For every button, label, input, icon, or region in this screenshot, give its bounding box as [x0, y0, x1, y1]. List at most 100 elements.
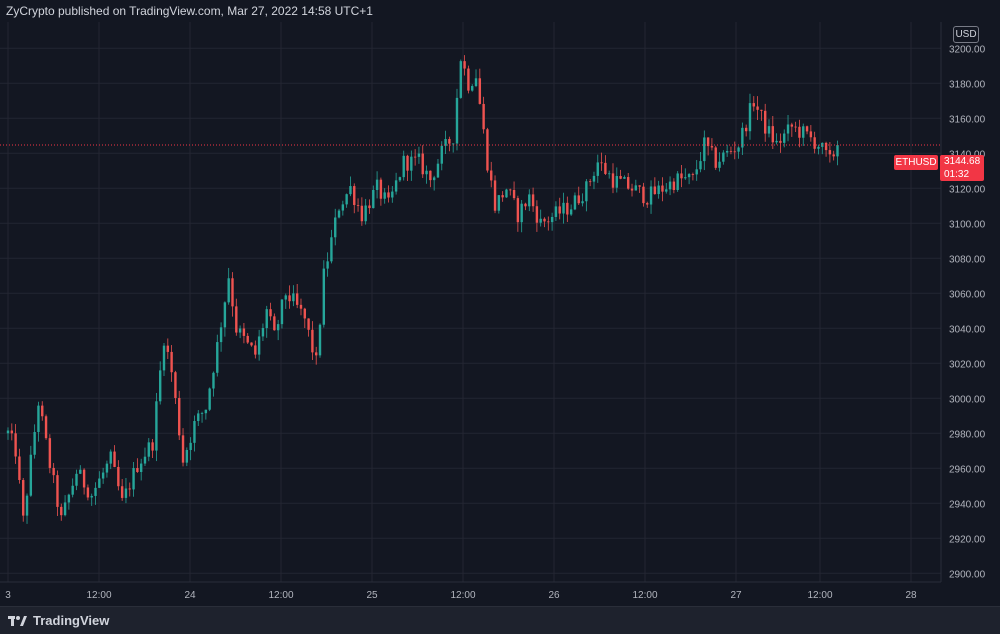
candle: [212, 371, 215, 397]
candle-body: [497, 195, 501, 211]
candle-body: [391, 191, 394, 198]
candle-body: [25, 495, 29, 516]
candle: [630, 183, 634, 197]
candle-body: [779, 140, 782, 143]
candle: [284, 293, 287, 309]
candle: [288, 285, 291, 309]
candle-body: [802, 126, 805, 138]
candle-body: [280, 299, 284, 325]
candle: [94, 482, 97, 505]
time-tick-label: 12:00: [86, 590, 111, 601]
candle-body: [642, 186, 645, 204]
time-tick-label: 26: [548, 590, 560, 601]
tradingview-logo[interactable]: TradingView: [8, 613, 109, 628]
candle: [790, 122, 794, 137]
candle-body: [406, 155, 409, 171]
candle: [615, 167, 618, 193]
candle-body: [33, 432, 36, 455]
candle-body: [440, 145, 443, 164]
candle-body: [706, 137, 710, 147]
candle-body: [794, 126, 797, 128]
candle-body: [463, 61, 466, 69]
candle-body: [60, 506, 63, 516]
candle-body: [512, 190, 516, 199]
candle: [817, 144, 820, 155]
candle: [79, 465, 82, 475]
price-chart[interactable]: 2900.00 2920.00 2940.00 2960.00 2980.00 3000.…: [0, 0, 1000, 606]
candle: [151, 438, 154, 459]
candle-body: [178, 397, 181, 436]
candle: [714, 145, 717, 170]
price-axis: 2900.00 2920.00 2940.00 2960.00 2980.00 3000.…: [949, 44, 986, 580]
candle: [18, 448, 21, 484]
candle: [794, 121, 797, 132]
candle-body: [398, 177, 402, 181]
time-tick-label: 24: [184, 590, 196, 601]
candle: [471, 84, 474, 92]
candle: [132, 462, 135, 497]
candle-body: [592, 175, 596, 182]
candle: [303, 307, 306, 329]
candle: [48, 434, 52, 474]
candle: [117, 460, 120, 491]
candle-body: [29, 454, 33, 496]
candle: [558, 197, 561, 220]
candle: [756, 96, 759, 120]
candle-body: [345, 194, 348, 205]
currency-badge[interactable]: USD: [953, 26, 979, 43]
candle-body: [124, 488, 128, 498]
candle-body: [619, 176, 622, 179]
candle: [136, 458, 139, 473]
candle: [360, 197, 364, 226]
candle-body: [162, 345, 166, 371]
candle: [379, 177, 383, 206]
candle-body: [159, 370, 162, 402]
price-tick-label: 2920.00: [949, 534, 986, 545]
candle-body: [128, 488, 131, 490]
candle-body: [197, 413, 200, 421]
candle: [695, 159, 698, 181]
time-tick-label: 12:00: [268, 590, 293, 601]
candle-body: [383, 192, 386, 199]
candle: [349, 176, 352, 197]
candle: [638, 185, 641, 193]
candle: [139, 458, 143, 481]
candle-body: [155, 401, 158, 451]
candle-body: [193, 420, 196, 443]
candle-body: [181, 435, 185, 463]
candle-body: [798, 126, 801, 138]
candle-body: [573, 195, 577, 210]
candle: [204, 409, 208, 420]
last-price-label: 3144.68 01:32: [940, 155, 984, 181]
candle-body: [315, 352, 318, 356]
candle-body: [117, 466, 120, 487]
candle-body: [14, 433, 17, 457]
candle-body: [139, 463, 143, 472]
candle: [474, 69, 478, 88]
candle-body: [90, 495, 93, 498]
candle: [33, 424, 36, 459]
candle: [52, 463, 55, 484]
candle: [619, 169, 622, 180]
candle-body: [299, 304, 303, 309]
candle: [197, 410, 200, 427]
candle: [29, 445, 33, 497]
candle-body: [547, 221, 550, 223]
candle: [337, 208, 341, 219]
candle: [60, 503, 63, 521]
candle-body: [417, 153, 421, 157]
candle: [22, 477, 25, 522]
candle: [330, 229, 333, 264]
candle-body: [471, 86, 474, 91]
candle: [459, 59, 462, 99]
candle-body: [204, 409, 208, 414]
candle-body: [760, 109, 763, 111]
candle-body: [402, 155, 405, 178]
candle-body: [436, 163, 440, 178]
candle-body: [71, 485, 74, 495]
candle-body: [699, 161, 702, 170]
candle: [292, 285, 295, 307]
candle: [124, 478, 128, 504]
candle: [691, 172, 695, 181]
candle-body: [482, 103, 485, 130]
